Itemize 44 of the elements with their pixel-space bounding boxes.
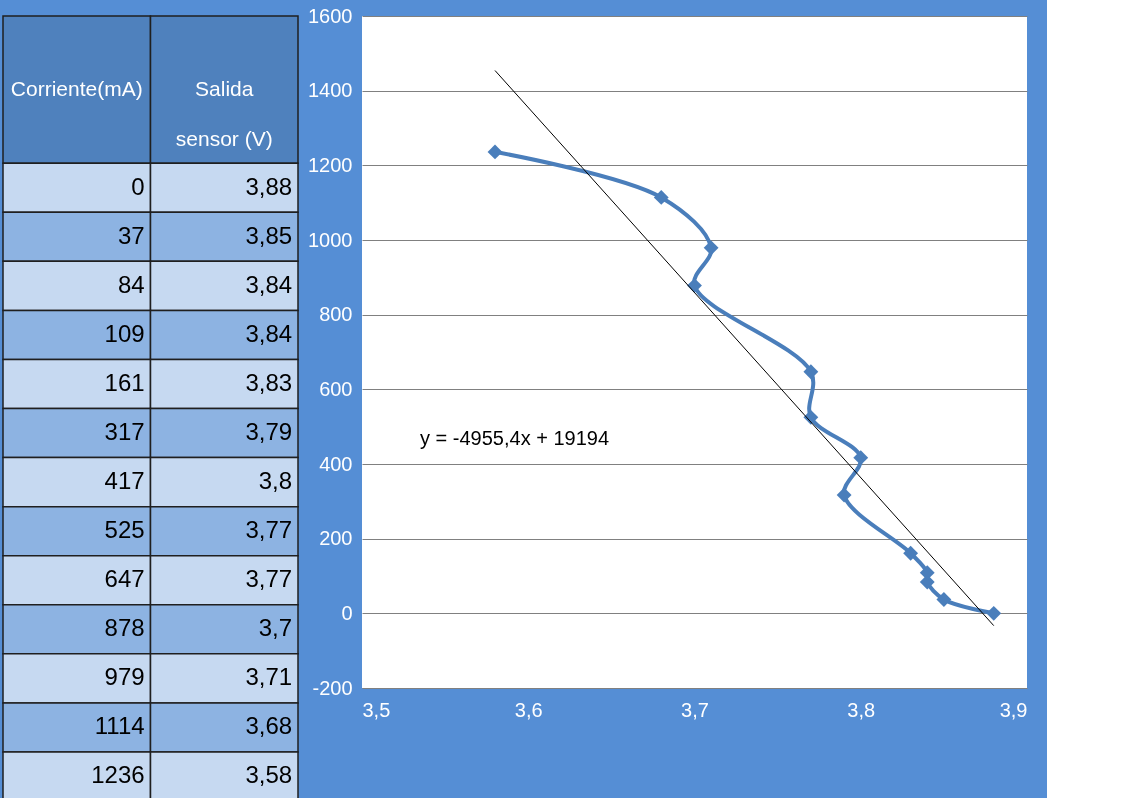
- y-tick-label: 400: [319, 452, 353, 475]
- y-tick-label: 1600: [308, 4, 353, 27]
- text: 84: [117, 270, 145, 298]
- text: 417: [104, 467, 145, 495]
- text: 979: [104, 663, 145, 691]
- text: 1236: [91, 761, 145, 789]
- y-tick-label: 1200: [308, 153, 353, 176]
- text: 3,85: [245, 221, 293, 249]
- text: 3,77: [245, 516, 293, 544]
- text: 3,84: [245, 319, 293, 347]
- text: 1114: [94, 712, 145, 740]
- x-tick-label: 3,8: [847, 698, 876, 721]
- text: 3,88: [245, 172, 293, 200]
- y-tick-label: 800: [319, 303, 353, 326]
- y-tick-label: 600: [319, 377, 353, 400]
- text: 3,83: [245, 368, 293, 396]
- category-label: Corriente(mA): [10, 76, 143, 100]
- x-tick-label: 3,6: [514, 698, 543, 721]
- text: 3,68: [245, 712, 293, 740]
- text: 3,79: [245, 418, 293, 446]
- text: 3,71: [245, 663, 293, 691]
- text: 3,84: [245, 270, 293, 298]
- text: 161: [104, 368, 145, 396]
- x-tick-label: 3,5: [362, 698, 391, 721]
- text: 3,77: [245, 565, 293, 593]
- text: 3,7: [258, 614, 293, 642]
- text: 37: [117, 221, 145, 249]
- annotation: y = -4955,4x + 19194: [420, 427, 610, 450]
- y-tick-label: 1400: [308, 79, 353, 102]
- text: 0: [131, 172, 145, 200]
- text: 317: [104, 418, 145, 446]
- y-tick-label: 1000: [308, 228, 353, 251]
- y-tick-label: 200: [319, 527, 353, 550]
- text: 525: [104, 516, 145, 544]
- x-tick-label: 3,9: [999, 698, 1028, 721]
- category-label: Salida sensor (V): [175, 76, 273, 150]
- x-tick-label: 3,7: [681, 698, 709, 721]
- text: 647: [104, 565, 145, 593]
- text: 878: [104, 614, 145, 642]
- y-tick-label: -200: [312, 676, 353, 699]
- text: 109: [104, 319, 145, 347]
- text: 3,58: [245, 761, 293, 789]
- y-tick-label: 0: [341, 601, 353, 624]
- text: 3,8: [258, 467, 293, 495]
